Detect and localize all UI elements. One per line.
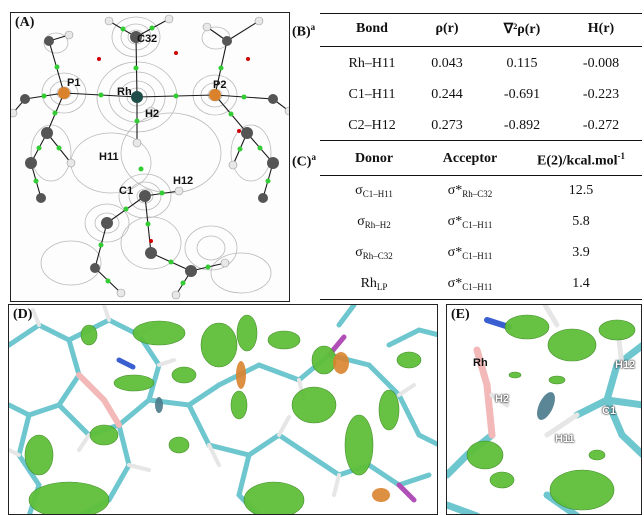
atom-label-p1: P1: [67, 77, 81, 89]
table-b-cell: 0.244: [431, 87, 463, 102]
atom-label-c1-e: C1: [602, 405, 617, 417]
panel-c-label: (C)a: [292, 152, 316, 170]
nci-3d-render-e: [447, 305, 641, 514]
atom-label-c32: C32: [137, 33, 158, 45]
table-b-header-bond: Bond: [356, 21, 388, 36]
table-c-acceptor: σ*C1–H11: [447, 245, 493, 261]
table-b-cell: -0.008: [582, 56, 620, 71]
panel-b-label: (B)a: [292, 22, 316, 40]
table-b-header-rule: [320, 46, 642, 47]
table-c-header-acceptor: Acceptor: [442, 151, 498, 166]
table-c-header-e2: E(2)/kcal.mol-1: [537, 151, 625, 169]
atom-label-h2: H2: [145, 108, 160, 120]
table-b-cell: 0.273: [431, 118, 463, 133]
table-b-cell: C2–H12: [348, 118, 396, 133]
panel-e-label: (E): [451, 307, 470, 322]
table-c-donor: σRh–C32: [355, 245, 393, 261]
table-b-cell: -0.223: [582, 87, 620, 102]
table-b-cell: -0.691: [503, 87, 541, 102]
table-c-value: 1.4: [572, 276, 590, 291]
atom-label-h2-e: H2: [495, 393, 510, 405]
atom-label-rh: Rh: [117, 86, 132, 98]
nci-3d-render-d: [9, 305, 437, 514]
panel-c-nbo-table: (C)a Donor Acceptor E(2)/kcal.mol-1 σC1–…: [292, 142, 642, 302]
table-c-donor: σRh–H2: [357, 214, 391, 230]
table-b-cell: Rh–H11: [348, 56, 396, 71]
atom-label-p2: P2: [213, 79, 227, 91]
table-b-cell: -0.892: [503, 118, 541, 133]
table-c-acceptor: σ*Rh–C32: [447, 183, 493, 199]
atom-label-c1: C1: [119, 185, 134, 197]
table-c-header-donor: Donor: [354, 151, 394, 166]
table-c-value: 12.5: [568, 183, 594, 198]
panel-e-nci-closeup: (E) Rh H2 H11 C1 H12: [446, 304, 642, 515]
panel-a-label: (A): [15, 15, 35, 30]
table-b-cell: 0.115: [506, 56, 538, 71]
qtaim-contour-plot: [11, 14, 289, 300]
atom-label-h11-e: H11: [555, 433, 575, 445]
table-c-value: 3.9: [572, 245, 590, 260]
table-c-donor: σC1–H11: [355, 183, 393, 199]
panel-a-contour-map: (A) C32 P1 P2 Rh H2 H11 C1 H12: [10, 12, 290, 302]
table-b-top-rule: [320, 13, 642, 14]
table-b-cell: 0.043: [431, 56, 463, 71]
panel-b-qtaim-table: (B)a Bond ρ(r) ∇²ρ(r) H(r) Rh–H11 0.043 …: [292, 10, 642, 142]
table-b-cell: C1–H11: [348, 87, 396, 102]
table-b-bottom-rule: [320, 140, 642, 141]
table-b-header-rho: ρ(r): [435, 21, 459, 36]
atom-label-h11: H11: [99, 151, 119, 163]
table-c-acceptor: σ*C1–H11: [447, 276, 493, 292]
panel-d-label: (D): [13, 307, 33, 322]
atom-label-h12-e: H12: [615, 359, 636, 371]
table-b-header-laplacian: ∇²ρ(r): [503, 22, 541, 37]
table-c-value: 5.8: [572, 214, 590, 229]
atom-label-h12: H12: [173, 175, 194, 187]
atom-label-rh-e: Rh: [473, 357, 488, 369]
table-c-acceptor: σ*C1–H11: [447, 214, 493, 230]
table-b-cell: -0.272: [582, 118, 620, 133]
table-b-header-energy-density: H(r): [587, 21, 615, 36]
panel-d-nci-surface: (D): [8, 304, 438, 515]
table-c-donor: RhLP: [360, 276, 388, 292]
table-c-bottom-rule: [320, 299, 642, 300]
table-c-header-rule: [320, 175, 642, 176]
